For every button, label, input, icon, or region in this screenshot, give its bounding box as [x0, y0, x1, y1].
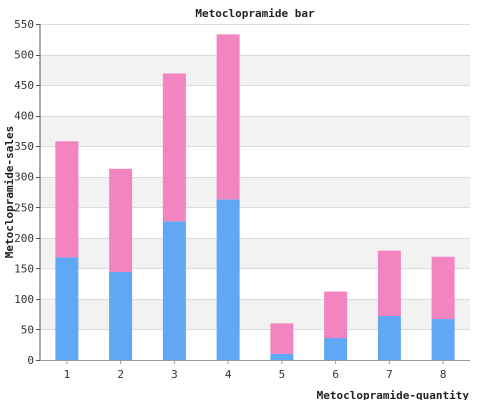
grid-bands [40, 24, 470, 360]
grid-band [40, 329, 470, 360]
bar-segment-series-1 [270, 353, 294, 360]
bar-segment-series-1 [216, 199, 240, 360]
bar-segment-series-1 [377, 316, 401, 360]
axes [39, 24, 470, 361]
grid-band [40, 85, 470, 116]
y-tick-label: 100 [14, 293, 34, 306]
y-tick-label: 400 [14, 110, 34, 123]
y-axis-label: Metoclopramide-sales [3, 126, 16, 258]
bar-segment-series-1 [324, 338, 348, 360]
x-tick-label: 2 [117, 368, 124, 381]
chart-title: Metoclopramide bar [195, 7, 315, 20]
grid-band [40, 24, 470, 55]
grid-band [40, 176, 470, 208]
bar-segment-series-1 [431, 319, 455, 360]
y-tick-label: 250 [14, 201, 34, 214]
bar-segment-series-2 [431, 256, 455, 320]
y-tick-label: 300 [14, 171, 34, 184]
x-tick-labels: 1 2 3 4 5 6 7 8 [64, 360, 447, 381]
y-tick-label: 450 [14, 79, 34, 92]
grid-band [40, 54, 470, 86]
bar-segment-series-2 [55, 141, 79, 258]
x-tick-label: 3 [171, 368, 178, 381]
y-tick-label: 350 [14, 140, 34, 153]
x-tick-label: 5 [279, 368, 286, 381]
bar-segment-series-2 [109, 168, 133, 273]
bars [55, 34, 455, 360]
x-axis-label: Metoclopramide-quantity [317, 389, 470, 400]
y-tick-label: 0 [27, 354, 34, 367]
y-tick-labels: 0 50 100 150 200 250 300 350 400 450 500 550 [14, 18, 34, 367]
bar-segment-series-1 [162, 221, 186, 360]
bar-segment-series-2 [377, 250, 401, 317]
grid-band [40, 298, 470, 330]
x-tick-label: 8 [440, 368, 447, 381]
bar-segment-series-1 [55, 257, 79, 360]
grid-band [40, 237, 470, 269]
x-tick-label: 1 [64, 368, 71, 381]
bar-segment-series-2 [216, 34, 240, 200]
x-tick-label: 7 [386, 368, 393, 381]
y-tick-label: 500 [14, 49, 34, 62]
y-tick-label: 200 [14, 232, 34, 245]
bar-segment-series-2 [324, 291, 348, 339]
bar-segment-series-1 [109, 272, 133, 360]
grid-band [40, 207, 470, 238]
grid-band [40, 146, 470, 177]
grid-band [40, 268, 470, 299]
y-tick-label: 150 [14, 262, 34, 275]
y-tick-label: 550 [14, 18, 34, 31]
y-tick-label: 50 [21, 323, 34, 336]
grid-band [40, 115, 470, 147]
x-tick-label: 4 [225, 368, 232, 381]
x-tick-label: 6 [332, 368, 339, 381]
bar-segment-series-2 [162, 73, 186, 222]
bar-segment-series-2 [270, 323, 294, 354]
